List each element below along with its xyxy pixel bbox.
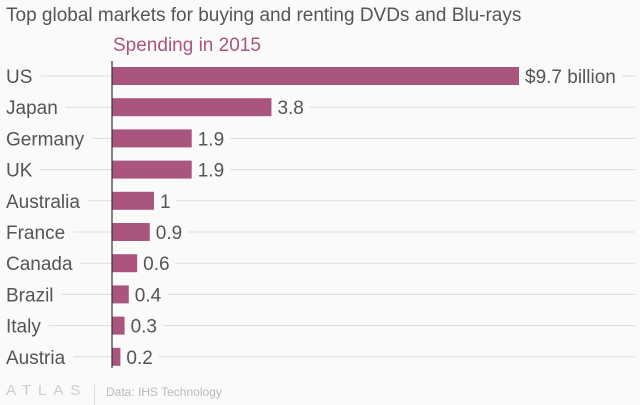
footer-divider: [94, 385, 95, 405]
category-label: Italy: [6, 317, 41, 338]
category-label: Brazil: [6, 285, 54, 306]
bar: [112, 316, 125, 335]
chart-title: Top global markets for buying and rentin…: [6, 5, 522, 26]
source-note: Data: IHS Technology: [106, 385, 222, 399]
bar: [112, 347, 121, 366]
bar: [112, 191, 154, 210]
data-label: 0.6: [143, 254, 169, 275]
category-label: US: [6, 67, 32, 88]
category-label: France: [6, 223, 65, 244]
data-label: 3.8: [277, 98, 303, 119]
bar: [112, 98, 272, 117]
bar: [112, 160, 192, 179]
data-label: 1: [160, 192, 171, 213]
bar: [112, 223, 150, 241]
category-label: Austria: [6, 348, 66, 369]
data-label: 1.9: [198, 129, 224, 150]
bar: [112, 254, 138, 273]
category-label: Australia: [6, 192, 80, 213]
bar: [112, 129, 192, 148]
data-label: 1.9: [198, 161, 224, 182]
atlas-logo: ATLAS: [6, 382, 88, 399]
category-label: UK: [6, 161, 33, 182]
category-label: Germany: [6, 129, 85, 150]
data-label: $9.7 billion: [525, 67, 616, 88]
data-label: 0.9: [156, 223, 182, 244]
chart-subtitle: Spending in 2015: [113, 35, 261, 56]
data-label: 0.3: [131, 317, 157, 338]
category-label: Canada: [6, 254, 73, 275]
bar: [112, 285, 129, 304]
data-label: 0.2: [126, 348, 152, 369]
data-label: 0.4: [135, 285, 162, 306]
bar: [112, 67, 519, 85]
category-label: Japan: [6, 98, 58, 119]
